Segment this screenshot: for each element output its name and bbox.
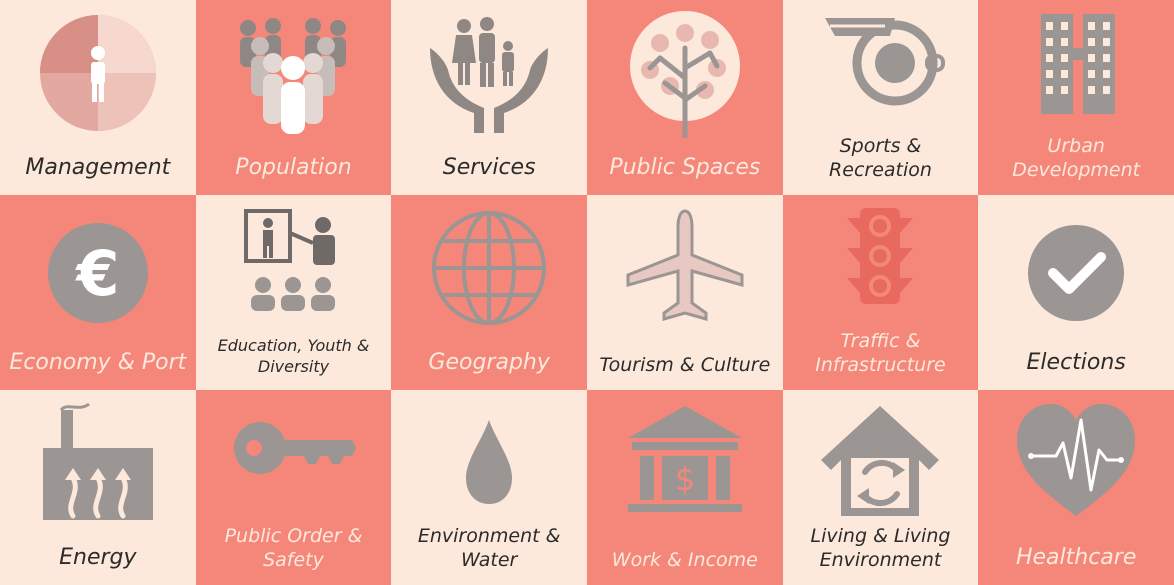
whistle-icon bbox=[825, 18, 946, 106]
tile-urban-development[interactable]: Urban Development bbox=[978, 0, 1174, 195]
house-recycle-icon bbox=[821, 406, 940, 516]
svg-text:€: € bbox=[74, 237, 119, 310]
tile-elections[interactable]: Elections bbox=[978, 195, 1174, 390]
tile-label: Healthcare bbox=[1015, 545, 1137, 571]
tile-geography[interactable]: Geography bbox=[391, 195, 587, 390]
tile-label: Urban Development bbox=[1012, 134, 1141, 182]
tile-label: Work & Income bbox=[611, 549, 758, 572]
tile-management[interactable]: Management bbox=[0, 0, 196, 195]
tile-work-income[interactable]: $ Work & Income bbox=[587, 390, 783, 585]
tile-label: Economy & Port bbox=[9, 350, 187, 376]
airplane-icon bbox=[626, 209, 744, 321]
tile-label: Education, Youth & Diversity bbox=[217, 336, 370, 377]
factory-heat-icon bbox=[42, 402, 153, 520]
tile-label: Environment & Water bbox=[417, 524, 561, 572]
classroom-icon bbox=[244, 209, 336, 311]
globe-icon bbox=[432, 211, 547, 325]
tile-environment-water[interactable]: Environment & Water bbox=[391, 390, 587, 585]
tile-living-environment[interactable]: Living & Living Environment bbox=[782, 390, 979, 585]
tile-label: Living & Living Environment bbox=[810, 524, 951, 572]
buildings-icon bbox=[1041, 14, 1116, 114]
tile-healthcare[interactable]: Healthcare bbox=[978, 390, 1174, 585]
traffic-light-icon bbox=[847, 208, 914, 304]
euro-icon: € bbox=[47, 223, 148, 323]
tile-label: Population bbox=[235, 155, 352, 181]
tile-public-order-safety[interactable]: Public Order & Safety bbox=[195, 390, 392, 585]
svg-text:$: $ bbox=[675, 460, 695, 498]
tile-tourism-culture[interactable]: Tourism & Culture bbox=[587, 195, 783, 390]
tile-services[interactable]: Services bbox=[391, 0, 587, 195]
tile-public-spaces[interactable]: Public Spaces bbox=[587, 0, 783, 195]
tile-traffic-infrastructure[interactable]: Traffic & Infrastructure bbox=[782, 195, 979, 390]
water-drop-icon bbox=[466, 420, 513, 504]
tile-education-youth-diversity[interactable]: Education, Youth & Diversity bbox=[195, 195, 392, 390]
tile-label: Public Order & Safety bbox=[224, 524, 363, 572]
tile-label: Sports & Recreation bbox=[829, 134, 932, 182]
crowd-icon bbox=[240, 18, 347, 134]
tile-label: Elections bbox=[1026, 350, 1126, 376]
tile-label: Services bbox=[442, 155, 536, 181]
family-hands-icon bbox=[430, 17, 549, 133]
tile-economy-port[interactable]: € Economy & Port bbox=[0, 195, 196, 390]
key-icon bbox=[234, 422, 357, 474]
tile-label: Traffic & Infrastructure bbox=[815, 329, 946, 377]
heart-pulse-icon bbox=[1017, 404, 1136, 516]
tile-label: Energy bbox=[59, 545, 137, 571]
tile-label: Geography bbox=[428, 350, 550, 376]
checkmark-icon bbox=[1028, 225, 1125, 321]
tile-label: Tourism & Culture bbox=[599, 354, 771, 377]
tile-population[interactable]: Population bbox=[195, 0, 392, 195]
tile-sports-recreation[interactable]: Sports & Recreation bbox=[782, 0, 979, 195]
tile-label: Public Spaces bbox=[609, 155, 761, 181]
tile-label: Management bbox=[25, 155, 171, 181]
bank-dollar-icon: $ bbox=[627, 406, 742, 512]
tile-energy[interactable]: Energy bbox=[0, 390, 196, 585]
pie-person-icon bbox=[39, 15, 156, 131]
tree-icon bbox=[629, 11, 740, 138]
